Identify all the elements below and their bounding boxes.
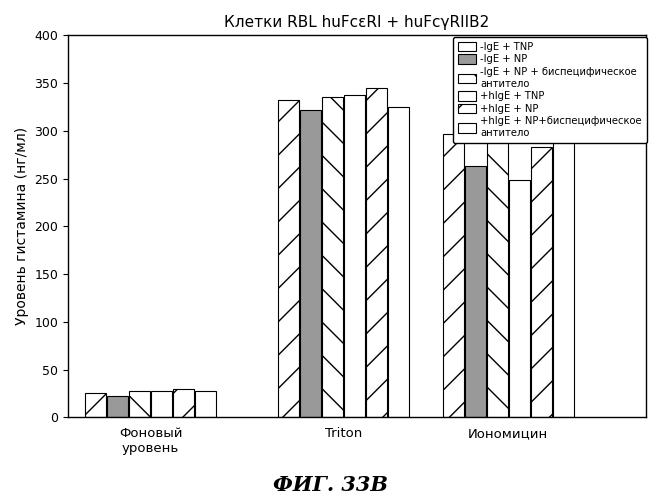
- Bar: [388, 107, 408, 418]
- Bar: [300, 110, 321, 418]
- Bar: [130, 392, 150, 417]
- Bar: [531, 147, 552, 417]
- Bar: [322, 98, 342, 417]
- Bar: [443, 134, 464, 418]
- Bar: [465, 166, 486, 417]
- Bar: [553, 120, 574, 418]
- Bar: [85, 394, 106, 417]
- Y-axis label: Уровень гистамина (нг/мл): Уровень гистамина (нг/мл): [15, 127, 29, 326]
- Legend: -IgE + TNP, -IgE + NP, -IgE + NP + биспецифическое
антитело, +hIgE + TNP, +hIgE : -IgE + TNP, -IgE + NP, -IgE + NP + биспе…: [453, 36, 646, 143]
- Title: Клетки RBL huFcεRI + huFcγRIIB2: Клетки RBL huFcεRI + huFcγRIIB2: [224, 15, 490, 30]
- Bar: [195, 392, 216, 417]
- Text: ФИГ. 33В: ФИГ. 33В: [273, 475, 388, 495]
- Bar: [487, 138, 508, 417]
- Bar: [344, 96, 365, 417]
- Bar: [173, 388, 194, 418]
- Bar: [278, 100, 299, 417]
- Bar: [509, 180, 529, 418]
- Bar: [107, 396, 128, 417]
- Bar: [151, 390, 172, 417]
- Bar: [366, 88, 387, 418]
